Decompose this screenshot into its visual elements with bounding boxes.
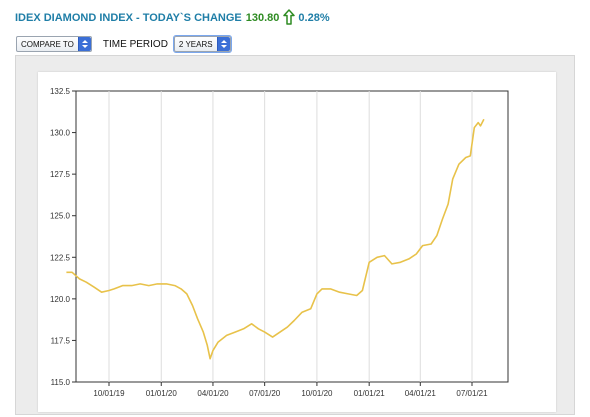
time-period-select[interactable]: 2 YEARS [172, 35, 232, 53]
x-tick-label: 01/01/21 [354, 389, 386, 398]
index-title: IDEX DIAMOND INDEX - TODAY`S CHANGE [15, 12, 242, 24]
line-chart: 10/01/19 01/01/20 04/01/20 07/01/20 10/01/20… [50, 87, 509, 398]
x-tick-label: 07/01/20 [249, 389, 281, 398]
chart-panel: 10/01/19 01/01/20 04/01/20 07/01/20 10/01/20… [38, 72, 556, 412]
y-tick-label: 130.0 [50, 129, 71, 138]
y-tick-label: 132.5 [50, 87, 71, 96]
y-tick-label: 117.5 [51, 336, 71, 345]
time-period-value: 2 YEARS [178, 39, 213, 49]
change-value: 130.80 [245, 12, 280, 24]
select-arrows-icon [216, 37, 230, 51]
page-header: IDEX DIAMOND INDEX - TODAY`S CHANGE 130.… [15, 8, 330, 28]
x-tick-label: 04/01/20 [197, 389, 229, 398]
select-arrows-icon [77, 37, 91, 51]
y-tick-label: 122.5 [50, 253, 71, 262]
y-tick-label: 115.0 [51, 378, 71, 387]
compare-to-label: COMPARE TO [21, 39, 74, 49]
y-tick-label: 127.5 [50, 170, 71, 179]
y-tick-label: 120.0 [50, 295, 71, 304]
time-period-label: TIME PERIOD [102, 38, 168, 50]
compare-to-select[interactable]: COMPARE TO [16, 36, 92, 52]
y-tick-label: 125.0 [50, 212, 71, 221]
series-line [66, 118, 485, 360]
x-tick-label: 10/01/20 [301, 389, 333, 398]
x-tick-label: 04/01/21 [405, 389, 437, 398]
plot-area [75, 90, 509, 383]
up-arrow-icon [283, 8, 296, 28]
change-percent: 0.28% [298, 12, 330, 24]
x-tick-label: 07/01/21 [456, 389, 488, 398]
x-tick-label: 10/01/19 [93, 389, 125, 398]
chart-controls: COMPARE TO TIME PERIOD 2 YEARS [16, 35, 232, 53]
x-tick-label: 01/01/20 [146, 389, 178, 398]
